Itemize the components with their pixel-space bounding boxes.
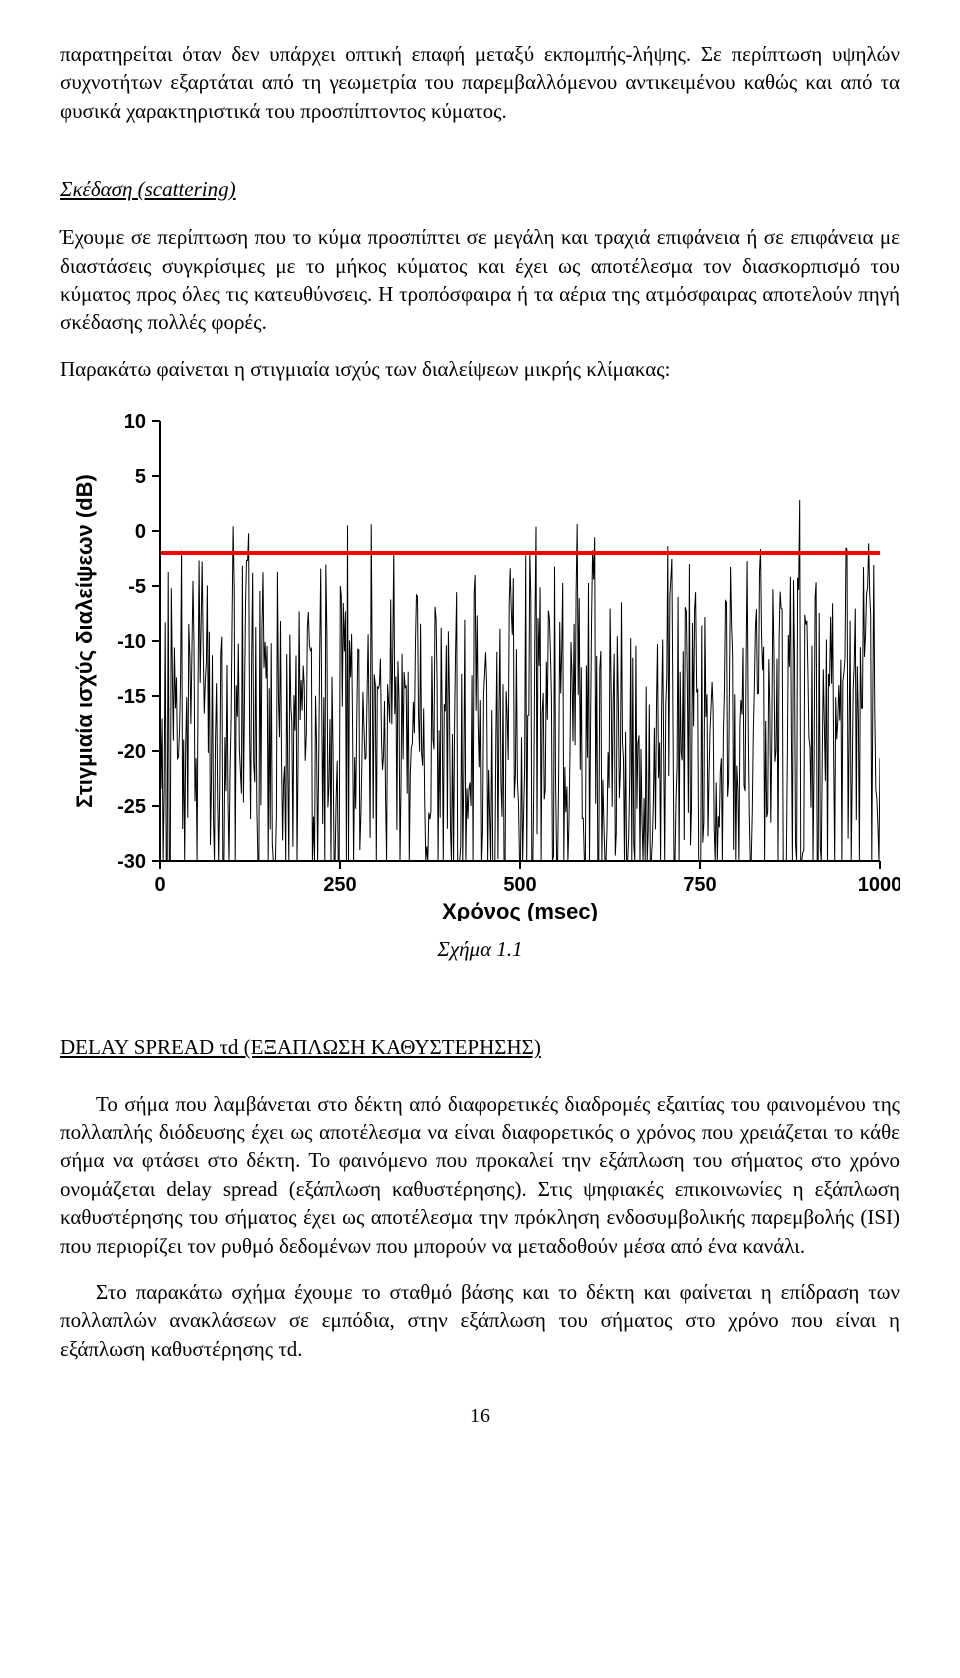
intro-paragraph: παρατηρείται όταν δεν υπάρχει οπτική επα… <box>60 40 900 125</box>
svg-text:750: 750 <box>683 874 716 896</box>
svg-text:-20: -20 <box>117 741 146 763</box>
svg-text:-25: -25 <box>117 796 146 818</box>
svg-text:1000: 1000 <box>858 874 900 896</box>
svg-text:500: 500 <box>503 874 536 896</box>
delay-spread-p1: Το σήμα που λαμβάνεται στο δέκτη από δια… <box>60 1090 900 1260</box>
svg-text:-5: -5 <box>128 576 146 598</box>
fading-power-chart: -30 -25 -20 -15 -10 -5 0 5 10 0 250 500 750 1000 Χρόνο… <box>60 401 900 921</box>
svg-text:0: 0 <box>135 521 146 543</box>
scattering-heading: Σκέδαση (scattering) <box>60 175 900 203</box>
delay-spread-heading: DELAY SPREAD τd (ΕΞΑΠΛΩΣΗ ΚΑΘΥΣΤΕΡΗΣΗΣ) <box>60 1033 900 1061</box>
svg-text:Χρόνος (msec): Χρόνος (msec) <box>442 899 598 921</box>
svg-text:250: 250 <box>323 874 356 896</box>
svg-text:Στιγμιαία ισχύς διαλείψεων (dB: Στιγμιαία ισχύς διαλείψεων (dB) <box>72 474 97 808</box>
delay-spread-p2: Στο παρακάτω σχήμα έχουμε το σταθμό βάση… <box>60 1278 900 1363</box>
svg-text:-10: -10 <box>117 631 146 653</box>
chart-intro: Παρακάτω φαίνεται η στιγμιαία ισχύς των … <box>60 355 900 383</box>
page-number: 16 <box>60 1403 900 1430</box>
figure-caption: Σχήμα 1.1 <box>60 935 900 963</box>
svg-text:-15: -15 <box>117 686 146 708</box>
svg-text:5: 5 <box>135 466 146 488</box>
svg-text:0: 0 <box>154 874 165 896</box>
scattering-paragraph: Έχουμε σε περίπτωση που το κύμα προσπίπτ… <box>60 223 900 336</box>
svg-text:10: 10 <box>124 411 146 433</box>
svg-text:-30: -30 <box>117 851 146 873</box>
